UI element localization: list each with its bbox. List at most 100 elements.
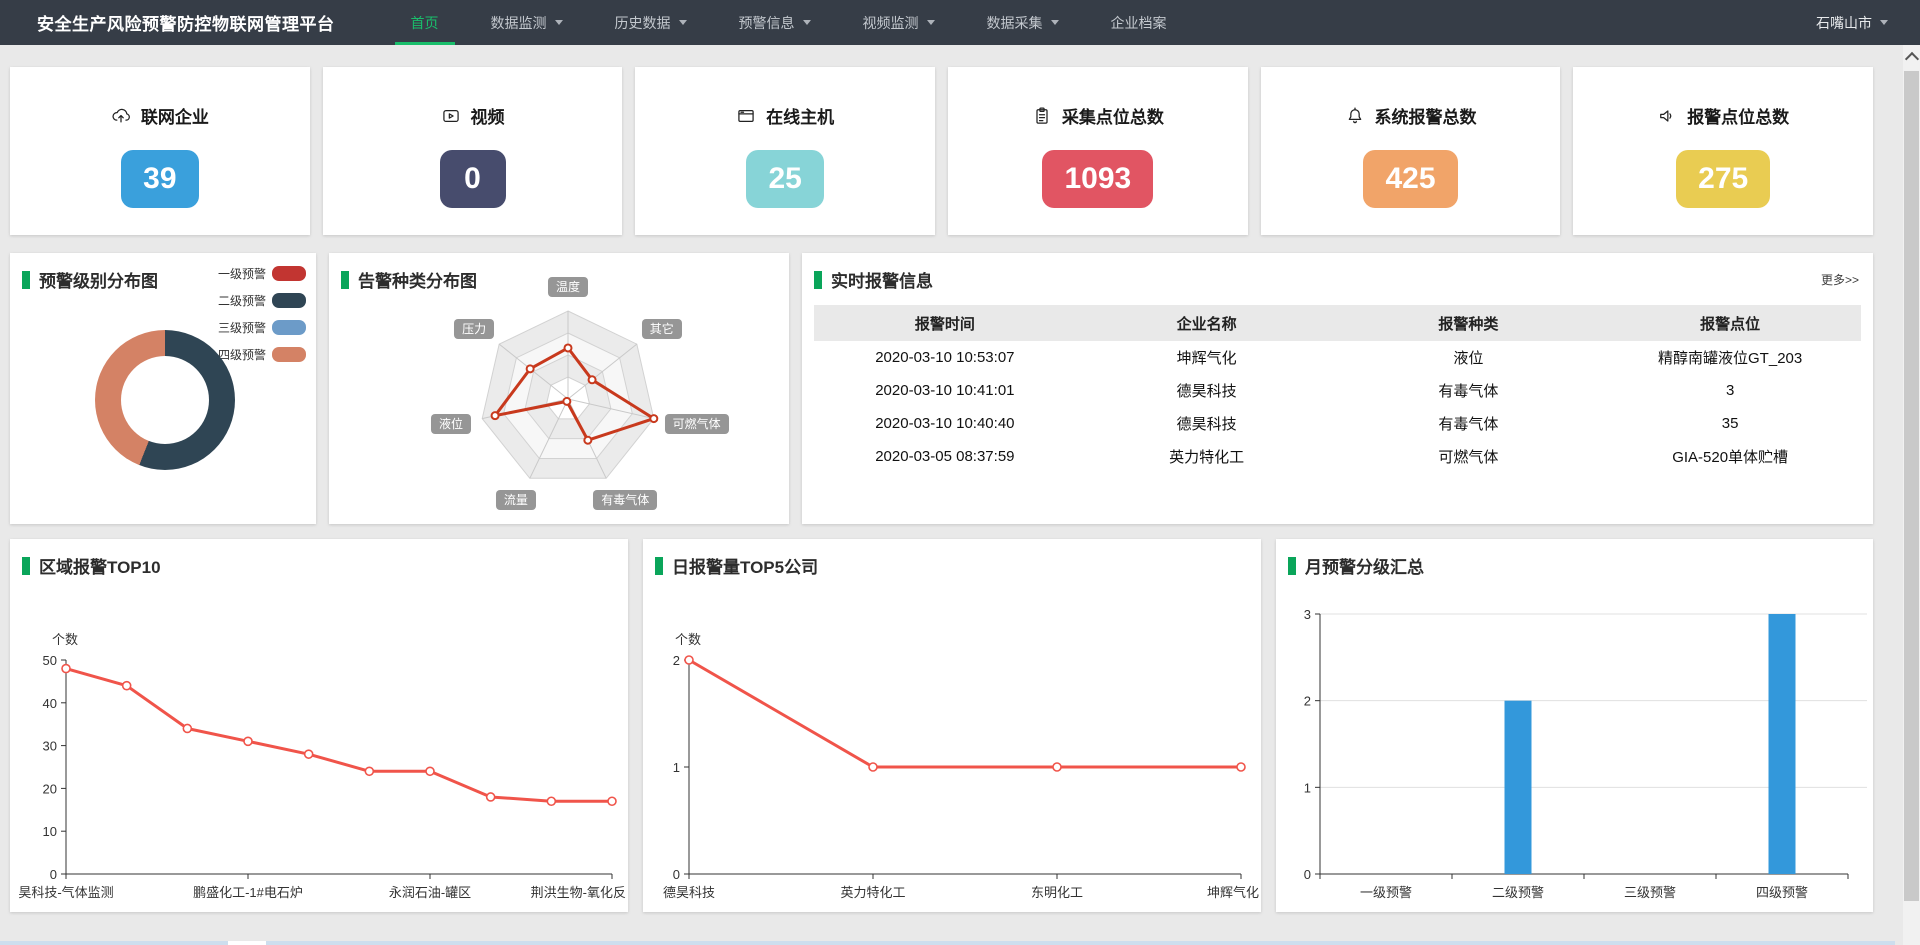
bell-icon (1345, 106, 1365, 126)
nav-item-label: 预警信息 (738, 14, 795, 31)
legend-item[interactable]: 一级预警 (218, 265, 306, 282)
chevron-down-icon (802, 20, 811, 25)
bottom-row: 区域报警TOP10 个数 0 10 20 30 40 50 昊科技-气体监测 鹏盛化工-1#电石… (10, 539, 1873, 912)
stat-card-value: 25 (768, 162, 802, 195)
dashboard-content: 联网企业 39 视频 0 在线主机 25 (10, 67, 1874, 912)
stat-card-alarm-points: 报警点位总数 275 (1573, 67, 1874, 235)
table-row[interactable]: 2020-03-10 10:53:07 坤辉气化 液位 精醇南罐液位GT_203 (814, 341, 1861, 374)
panel-title: 区域报警TOP10 (39, 558, 161, 577)
stat-card-value-badge: 25 (746, 150, 824, 208)
legend-item[interactable]: 二级预警 (218, 292, 306, 309)
column-header: 报警种类 (1438, 315, 1499, 333)
nav-item-warning-info[interactable]: 预警信息 (713, 0, 837, 45)
table-cell: 2020-03-10 10:40:40 (875, 415, 1015, 432)
nav-item-label: 数据监测 (490, 14, 547, 31)
stat-card-value: 1093 (1064, 162, 1132, 195)
svg-text:10: 10 (43, 824, 57, 839)
svg-text:二级预警: 二级预警 (1492, 885, 1544, 900)
stat-card-value-badge: 425 (1363, 150, 1458, 208)
table-row[interactable]: 2020-03-10 10:41:01 德昊科技 有毒气体 3 (814, 374, 1861, 407)
stat-card-title: 联网企业 (140, 108, 209, 127)
legend-label: 四级预警 (217, 348, 266, 362)
panel-title: 日报警量TOP5公司 (672, 558, 819, 577)
panel-title: 告警种类分布图 (358, 272, 477, 291)
table-row[interactable]: 2020-03-10 10:40:40 德昊科技 有毒气体 35 (814, 407, 1861, 440)
stat-card-title: 在线主机 (766, 108, 835, 127)
stat-card-online-hosts: 在线主机 25 (635, 67, 936, 235)
svg-text:四级预警: 四级预警 (1756, 885, 1808, 900)
svg-text:昊科技-气体监测: 昊科技-气体监测 (18, 885, 113, 900)
stat-card-value-badge: 1093 (1042, 150, 1154, 208)
stat-card-videos: 视频 0 (322, 67, 623, 235)
stat-card-collect-points: 采集点位总数 1093 (948, 67, 1248, 235)
legend-item[interactable]: 三级预警 (218, 319, 306, 336)
table-cell: 德昊科技 (1176, 383, 1237, 400)
svg-text:坤辉气化: 坤辉气化 (1207, 885, 1259, 900)
panel-title: 预警级别分布图 (39, 272, 158, 291)
region-selector[interactable]: 石嘴山市 (1816, 13, 1888, 33)
table-cell: 2020-03-05 08:37:59 (875, 448, 1015, 465)
svg-text:2: 2 (673, 653, 680, 668)
stat-card-value: 425 (1385, 162, 1436, 195)
table-header: 报警时间 企业名称 报警种类 报警点位 (814, 305, 1861, 341)
daily-top5-panel: 日报警量TOP5公司 个数 0 1 2 德昊科技 英力特化工 东明化工 坤辉气化 (643, 539, 1261, 912)
title-marker (341, 270, 349, 289)
svg-text:50: 50 (43, 653, 57, 668)
svg-text:个数: 个数 (675, 632, 701, 647)
speaker-icon (1657, 106, 1677, 126)
nav-menu: 首页 数据监测 历史数据 预警信息 视频监测 数据采集 企业档案 (385, 0, 1193, 45)
chevron-down-icon (554, 20, 563, 25)
radar-axis-label: 压力 (454, 319, 495, 340)
donut-legend: 一级预警 二级预警 三级预警 四级预警 (218, 265, 306, 373)
nav-item-history-data[interactable]: 历史数据 (589, 0, 713, 45)
realtime-alarm-panel: 实时报警信息 更多>> 报警时间 企业名称 报警种类 报警点位 2020-03-… (802, 253, 1873, 524)
nav-item-video-monitor[interactable]: 视频监测 (837, 0, 961, 45)
stat-card-value-badge: 39 (121, 150, 199, 208)
more-link[interactable]: 更多>> (1820, 273, 1859, 287)
daily-top5-chart: 个数 0 1 2 德昊科技 英力特化工 东明化工 坤辉气化 (643, 594, 1261, 912)
svg-text:0: 0 (1304, 867, 1311, 882)
svg-text:40: 40 (43, 696, 57, 711)
stat-card-value: 39 (143, 162, 177, 195)
stat-card-value-badge: 275 (1676, 150, 1771, 208)
legend-item[interactable]: 四级预警 (218, 346, 306, 363)
svg-text:个数: 个数 (52, 632, 78, 647)
region-top10-panel: 区域报警TOP10 个数 0 10 20 30 40 50 昊科技-气体监测 鹏盛化工-1#电石… (10, 539, 628, 912)
nav-item-data-monitor[interactable]: 数据监测 (465, 0, 589, 45)
cutoff-panel-notch (228, 941, 266, 945)
svg-text:永润石油-罐区: 永润石油-罐区 (389, 885, 471, 900)
nav-item-enterprise-archive[interactable]: 企业档案 (1085, 0, 1193, 45)
alarm-type-panel: 告警种类分布图 温度 其它 可燃气体 有毒气体 流量 液位 压力 (329, 253, 789, 524)
radar-axis-label: 液位 (430, 413, 472, 434)
cutoff-panel-edge (0, 941, 1895, 945)
table-cell: 液位 (1453, 350, 1484, 367)
warning-level-donut (95, 330, 235, 470)
scroll-up-button[interactable] (1904, 51, 1920, 67)
title-marker (22, 270, 30, 289)
svg-text:英力特化工: 英力特化工 (840, 885, 905, 900)
panel-title: 月预警分级汇总 (1305, 558, 1424, 577)
svg-text:0: 0 (673, 867, 680, 882)
app-title: 安全生产风险预警防控物联网管理平台 (37, 15, 335, 34)
legend-swatch (272, 293, 306, 308)
nav-item-label: 企业档案 (1110, 14, 1167, 31)
nav-item-data-collect[interactable]: 数据采集 (961, 0, 1085, 45)
nav-item-label: 首页 (410, 14, 439, 31)
table-row[interactable]: 2020-03-05 08:37:59 英力特化工 可燃气体 GIA-520单体… (814, 440, 1861, 473)
stat-cards-row: 联网企业 39 视频 0 在线主机 25 (10, 67, 1874, 235)
nav-item-label: 历史数据 (614, 14, 671, 31)
scrollbar-thumb[interactable] (1904, 71, 1919, 901)
svg-text:1: 1 (673, 760, 680, 775)
stat-card-value-badge: 0 (439, 150, 506, 208)
middle-row: 预警级别分布图 一级预警 二级预警 三级预警 四级预警 (10, 253, 1873, 524)
stat-card-system-alarms: 系统报警总数 425 (1260, 67, 1561, 235)
nav-item-home[interactable]: 首页 (385, 0, 465, 45)
legend-label: 三级预警 (217, 321, 266, 335)
alarm-table: 报警时间 企业名称 报警种类 报警点位 2020-03-10 10:53:07 … (814, 305, 1861, 473)
svg-text:20: 20 (43, 781, 57, 796)
svg-text:2: 2 (1304, 694, 1311, 709)
table-cell: 有毒气体 (1438, 416, 1499, 433)
table-cell: 坤辉气化 (1176, 350, 1237, 367)
scrollbar[interactable] (1903, 45, 1920, 945)
stat-card-value: 275 (1698, 162, 1749, 195)
